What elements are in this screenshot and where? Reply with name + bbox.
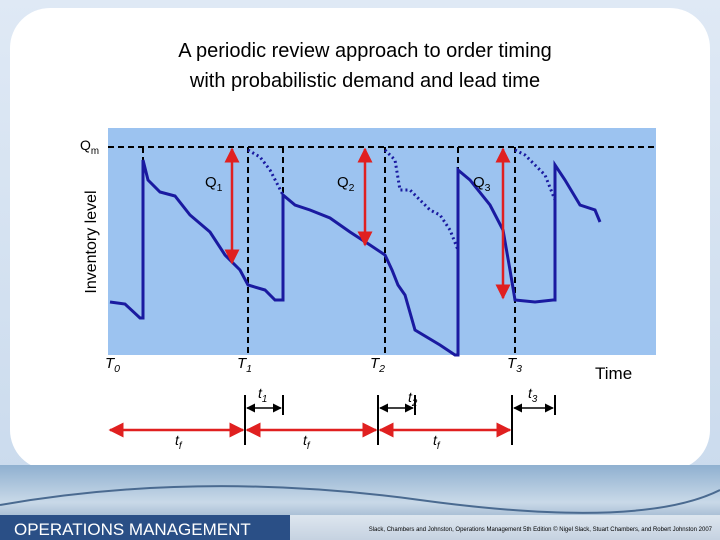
lead-time-label-base: t (408, 389, 413, 405)
review-time-label-base: T (237, 355, 248, 372)
review-interval-label-sub: f (307, 441, 311, 452)
x-axis-label: Time (595, 364, 632, 383)
logo-bar (0, 515, 290, 540)
review-interval-label: tf (303, 432, 311, 452)
review-time-label-sub: 1 (246, 363, 252, 375)
lead-time-label-sub: 2 (411, 398, 418, 409)
review-interval-label-base: t (433, 432, 438, 448)
review-time-label: T1 (237, 355, 252, 375)
projected-line (247, 148, 557, 251)
order-quantity-label: Q1 (205, 174, 223, 194)
review-interval-label-sub: f (437, 441, 441, 452)
title-line: A periodic review approach to order timi… (178, 40, 552, 62)
bridge (0, 485, 720, 514)
review-interval-label-sub: f (179, 441, 183, 452)
y-axis-label: Inventory level (83, 190, 100, 293)
order-quantity-label-sub: 3 (485, 182, 491, 194)
lead-time-label-base: t (258, 385, 263, 401)
review-time-label: T3 (507, 355, 522, 375)
order-quantity-label-base: Q (337, 174, 349, 191)
order-quantity-arrows (224, 147, 511, 300)
logo: OPERATIONS MANAGEMENT (14, 520, 251, 539)
max-level-label-sub: m (91, 146, 99, 157)
review-time-label-base: T (370, 355, 381, 372)
review-time-label-base: T (507, 355, 518, 372)
lead-time-label: t3 (528, 385, 538, 405)
review-time-label-sub: 2 (378, 363, 385, 375)
review-time-label: T0 (105, 355, 120, 375)
max-level-label-base: Q (80, 137, 91, 153)
max-level-label: Qm (80, 137, 99, 157)
order-quantity-label-base: Q (205, 174, 217, 191)
lead-time-label-sub: 3 (532, 394, 538, 405)
lead-time-label-sub: 1 (262, 394, 267, 405)
review-interval-label: tf (433, 432, 441, 452)
order-quantity-label: Q3 (473, 174, 491, 194)
credit-bar (290, 515, 720, 540)
review-interval-label-base: t (175, 432, 180, 448)
order-quantity-label: Q2 (337, 174, 355, 194)
review-time-label-sub: 3 (516, 363, 522, 375)
review-lines (142, 147, 516, 355)
interval-ticks (244, 395, 556, 445)
review-interval-label: tf (175, 432, 183, 452)
lead-time-label: t2 (408, 389, 418, 409)
plot-area (108, 128, 656, 355)
order-quantity-label-sub: 2 (349, 182, 355, 194)
review-time-label-base: T (105, 355, 116, 372)
review-time-label: T2 (370, 355, 385, 375)
credit: Slack, Chambers and Johnston, Operations… (369, 526, 713, 533)
order-quantity-label-sub: 1 (217, 182, 223, 194)
lead-time-label: t1 (258, 385, 267, 405)
lead-time-label-base: t (528, 385, 533, 401)
order-quantity-label-base: Q (473, 174, 485, 191)
title-line: with probabilistic demand and lead time (189, 70, 540, 92)
review-interval-label-base: t (303, 432, 308, 448)
inventory-line (109, 159, 602, 357)
review-time-label-sub: 0 (114, 363, 120, 375)
